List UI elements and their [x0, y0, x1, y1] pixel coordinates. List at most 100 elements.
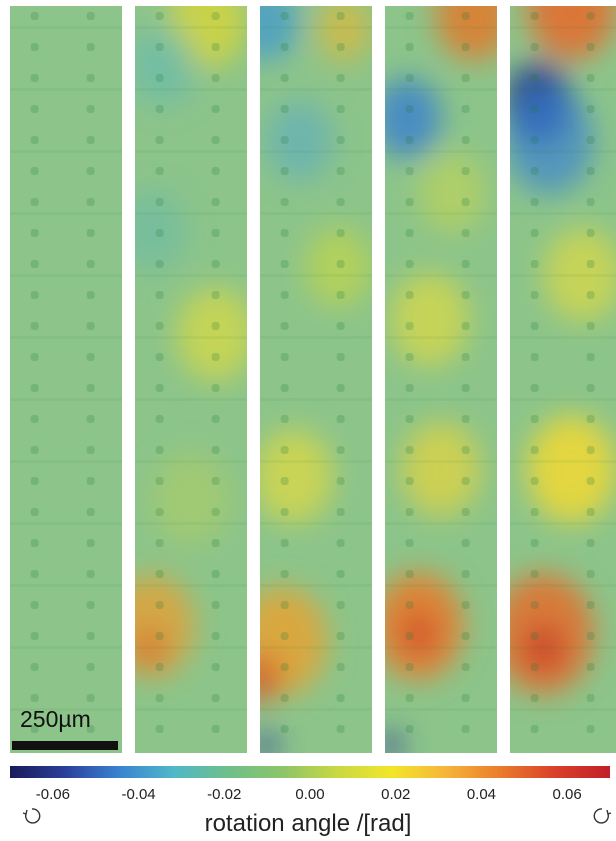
- lattice-marker: [530, 601, 539, 609]
- lattice-row: [260, 88, 372, 91]
- rotation-field-blob: [435, 6, 497, 61]
- lattice-marker: [336, 632, 345, 640]
- rotation-field-blob: [260, 654, 281, 703]
- rotation-field-blob: [260, 6, 300, 62]
- rotation-field-blob: [390, 272, 469, 367]
- lattice-marker: [211, 570, 220, 578]
- lattice-marker: [280, 539, 289, 547]
- lattice-marker: [86, 353, 95, 361]
- lattice-marker: [86, 136, 95, 144]
- strain-map-panel-4: [385, 6, 497, 753]
- lattice-marker: [530, 136, 539, 144]
- lattice-marker: [461, 43, 470, 51]
- lattice-row: [260, 522, 372, 525]
- lattice-row: [385, 274, 497, 277]
- lattice-marker: [155, 260, 164, 268]
- lattice-marker: [586, 725, 595, 733]
- lattice-marker: [155, 291, 164, 299]
- rotation-field-blob: [526, 415, 616, 523]
- scale-bar-label: 250µm: [20, 706, 91, 732]
- lattice-marker: [211, 446, 220, 454]
- lattice-marker: [336, 322, 345, 330]
- lattice-marker: [280, 198, 289, 206]
- lattice-marker: [86, 74, 95, 82]
- lattice-marker: [280, 632, 289, 640]
- lattice-marker: [30, 539, 39, 547]
- rotation-field-blob: [526, 6, 616, 60]
- lattice-marker: [530, 632, 539, 640]
- lattice-marker: [586, 229, 595, 237]
- lattice-marker: [30, 74, 39, 82]
- lattice-marker: [280, 353, 289, 361]
- lattice-marker: [336, 725, 345, 733]
- lattice-marker: [155, 477, 164, 485]
- lattice-marker: [86, 694, 95, 702]
- lattice-marker: [211, 260, 220, 268]
- colorbar-tick-label: -0.02: [207, 786, 242, 803]
- lattice-marker: [405, 384, 414, 392]
- lattice-marker: [461, 725, 470, 733]
- lattice-marker: [336, 43, 345, 51]
- lattice-marker: [30, 384, 39, 392]
- lattice-marker: [586, 353, 595, 361]
- lattice-marker: [336, 508, 345, 516]
- lattice-row: [385, 150, 497, 153]
- lattice-row: [135, 708, 247, 711]
- lattice-marker: [586, 632, 595, 640]
- lattice-marker: [155, 353, 164, 361]
- lattice-marker: [405, 415, 414, 423]
- lattice-marker: [155, 74, 164, 82]
- lattice-marker: [461, 198, 470, 206]
- lattice-marker: [586, 322, 595, 330]
- lattice-row: [135, 274, 247, 277]
- lattice-row: [385, 88, 497, 91]
- lattice-row: [135, 460, 247, 463]
- counterclockwise-arrow-icon: [22, 808, 41, 824]
- lattice-marker: [405, 632, 414, 640]
- lattice-marker: [211, 291, 220, 299]
- lattice-marker: [211, 136, 220, 144]
- lattice-row: [10, 212, 122, 215]
- lattice-marker: [86, 446, 95, 454]
- lattice-row: [260, 584, 372, 587]
- lattice-row: [385, 398, 497, 401]
- lattice-marker: [86, 12, 95, 20]
- lattice-row: [10, 522, 122, 525]
- lattice-marker: [211, 694, 220, 702]
- lattice-marker: [30, 229, 39, 237]
- lattice-row: [385, 26, 497, 29]
- lattice-marker: [211, 74, 220, 82]
- lattice-marker: [86, 415, 95, 423]
- lattice-row: [510, 522, 616, 525]
- lattice-marker: [586, 43, 595, 51]
- lattice-marker: [86, 663, 95, 671]
- lattice-row: [135, 150, 247, 153]
- lattice-marker: [586, 508, 595, 516]
- lattice-marker: [155, 105, 164, 113]
- lattice-marker: [530, 539, 539, 547]
- lattice-marker: [30, 570, 39, 578]
- lattice-row: [135, 336, 247, 339]
- lattice-row: [510, 708, 616, 711]
- lattice-marker: [336, 539, 345, 547]
- lattice-marker: [530, 415, 539, 423]
- lattice-marker: [280, 508, 289, 516]
- lattice-marker: [336, 477, 345, 485]
- lattice-row: [10, 274, 122, 277]
- strain-map-panel-2: [135, 6, 247, 753]
- lattice-marker: [280, 12, 289, 20]
- lattice-marker: [530, 384, 539, 392]
- lattice-marker: [461, 291, 470, 299]
- lattice-row: [260, 398, 372, 401]
- lattice-row: [510, 212, 616, 215]
- lattice-marker: [405, 446, 414, 454]
- lattice-marker: [405, 508, 414, 516]
- lattice-marker: [461, 601, 470, 609]
- lattice-row: [135, 212, 247, 215]
- rotation-field-blob: [265, 100, 333, 181]
- lattice-marker: [461, 570, 470, 578]
- lattice-marker: [155, 446, 164, 454]
- lattice-marker: [405, 291, 414, 299]
- lattice-marker: [461, 322, 470, 330]
- lattice-marker: [586, 446, 595, 454]
